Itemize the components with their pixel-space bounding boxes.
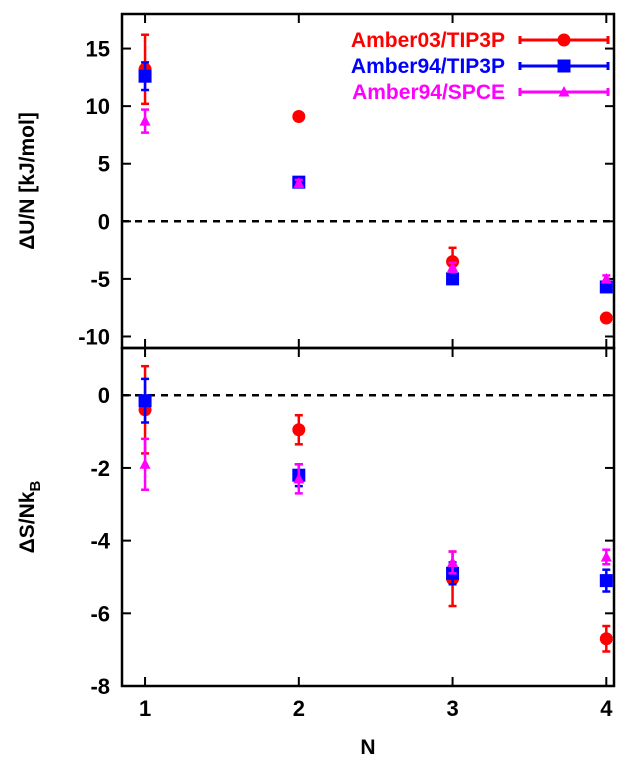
point-amber94-tip3p bbox=[599, 574, 613, 588]
point-amber94-spce bbox=[447, 556, 459, 567]
x-tick-label: 1 bbox=[139, 696, 151, 721]
y-axis-title-bottom: ΔS/NkB bbox=[16, 481, 44, 554]
y-tick-label-top: -5 bbox=[90, 267, 110, 292]
axes-layer bbox=[120, 12, 616, 688]
y-tick-label-top: 15 bbox=[86, 37, 110, 62]
point-amber03-tip3p bbox=[599, 632, 613, 646]
x-tick-label: 2 bbox=[293, 696, 305, 721]
legend-label-amber94-spce: Amber94/SPCE bbox=[352, 81, 505, 104]
y-axis-title-top: ΔU/N [kJ/mol] bbox=[16, 112, 39, 250]
point-amber94-spce bbox=[600, 272, 612, 284]
y-tick-label-top: -10 bbox=[78, 324, 110, 349]
point-amber94-tip3p bbox=[599, 280, 613, 294]
y-tick-label-bottom: -8 bbox=[90, 674, 110, 699]
point-amber94-spce bbox=[600, 550, 612, 562]
legend-marker-amber94-spce bbox=[558, 86, 570, 97]
legend-marker-amber94-tip3p bbox=[557, 59, 571, 73]
point-amber94-spce bbox=[139, 458, 151, 469]
y-tick-label-top: 0 bbox=[98, 209, 110, 234]
y-tick-label-top: 10 bbox=[86, 94, 110, 119]
legend-marker-amber03-tip3p bbox=[557, 33, 571, 47]
y-tick-label-top: 5 bbox=[98, 152, 110, 177]
legend-label-amber94-tip3p: Amber94/TIP3P bbox=[351, 55, 505, 78]
point-amber94-spce bbox=[293, 177, 305, 188]
y-tick-label-bottom: -2 bbox=[90, 456, 110, 481]
x-axis-title: N bbox=[360, 736, 375, 759]
point-amber94-tip3p bbox=[446, 272, 460, 286]
point-amber94-spce bbox=[139, 115, 151, 126]
y-tick-label-bottom: 0 bbox=[98, 383, 110, 408]
point-amber94-tip3p bbox=[138, 69, 152, 83]
y-tick-label-bottom: -6 bbox=[90, 601, 110, 626]
point-amber94-tip3p bbox=[138, 394, 152, 408]
y-tick-label-bottom: -4 bbox=[90, 529, 110, 554]
point-amber03-tip3p bbox=[599, 311, 613, 325]
legend-label-amber03-tip3p: Amber03/TIP3P bbox=[351, 29, 505, 52]
point-amber94-spce bbox=[293, 472, 305, 484]
data-layer bbox=[138, 33, 613, 653]
y-axis-title-subscript: B bbox=[27, 481, 44, 492]
x-tick-label: 3 bbox=[446, 696, 458, 721]
x-tick-label: 4 bbox=[600, 696, 613, 721]
point-amber94-spce bbox=[447, 261, 459, 272]
plot-frame-bottom bbox=[120, 346, 616, 688]
point-amber03-tip3p bbox=[292, 110, 306, 124]
point-amber03-tip3p bbox=[292, 423, 306, 437]
